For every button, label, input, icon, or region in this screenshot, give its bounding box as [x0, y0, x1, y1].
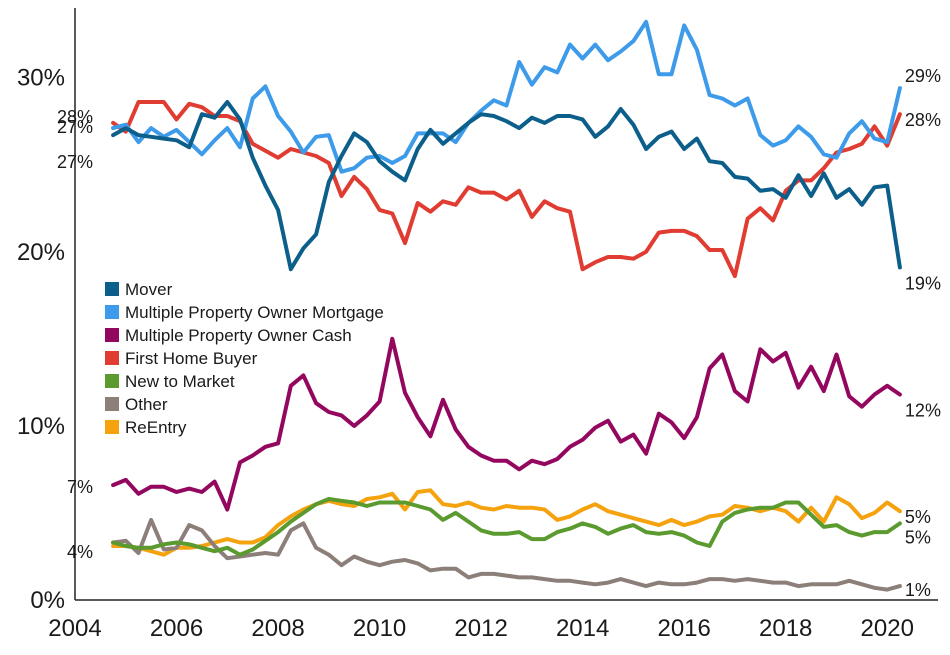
end-label-multiple-property-owner-mortgage: 29%	[905, 66, 941, 86]
legend-swatch-multiple-property-owner-cash	[105, 328, 119, 342]
legend-swatch-reentry	[105, 420, 119, 434]
legend-label-reentry: ReEntry	[125, 418, 187, 437]
x-tick-label: 2010	[353, 615, 406, 642]
legend-label-multiple-property-owner-mortgage: Multiple Property Owner Mortgage	[125, 303, 384, 322]
series-line-new-to-market	[111, 497, 902, 557]
legend-label-other: Other	[125, 395, 168, 414]
start-label-multiple-property-owner-mortgage: 27%	[57, 117, 93, 137]
x-tick-label: 2012	[454, 615, 507, 642]
series-line-multiple-property-owner-cash	[111, 336, 902, 512]
x-tick-label: 2004	[48, 615, 101, 642]
series-line-first-home-buyer	[111, 100, 902, 279]
y-tick-label: 0%	[30, 587, 65, 614]
y-tick-label: 10%	[17, 413, 65, 440]
x-tick-label: 2014	[556, 615, 609, 642]
start-label-mover: 27%	[57, 152, 93, 172]
x-tick-label: 2018	[759, 615, 812, 642]
series-line-other	[111, 517, 902, 592]
x-tick-label: 2008	[251, 615, 304, 642]
value-labels: 27% 19% 27% 29% 7% 12% 28% 28% 5% 1% 4% 5%	[57, 66, 941, 600]
series-line-mover	[111, 100, 902, 272]
legend-label-new-to-market: New to Market	[125, 372, 235, 391]
legend-swatch-first-home-buyer	[105, 351, 119, 365]
end-label-multiple-property-owner-cash: 12%	[905, 401, 941, 421]
end-label-reentry: 5%	[905, 507, 931, 527]
start-label-first-home-buyer: 28%	[57, 107, 93, 127]
end-label-first-home-buyer: 28%	[905, 110, 941, 130]
legend-label-first-home-buyer: First Home Buyer	[125, 349, 258, 368]
y-tick-label: 30%	[17, 65, 65, 92]
axes: 0% 10% 20% 30% 2004 2006 2008 2010 2012 2014 2016 2…	[17, 8, 938, 642]
start-label-reentry: 4%	[67, 542, 93, 562]
x-tick-label: 2006	[150, 615, 203, 642]
series-group	[111, 19, 902, 592]
legend-label-mover: Mover	[125, 280, 173, 299]
end-label-mover: 19%	[905, 273, 941, 293]
legend-swatch-mover	[105, 282, 119, 296]
x-tick-label: 2020	[861, 615, 914, 642]
legend-swatch-multiple-property-owner-mortgage	[105, 305, 119, 319]
end-label-new-to-market: 5%	[905, 527, 931, 547]
start-label-multiple-property-owner-cash: 7%	[67, 477, 93, 497]
legend: Mover Multiple Property Owner Mortgage Mul…	[105, 280, 384, 437]
x-tick-label: 2016	[657, 615, 710, 642]
legend-swatch-new-to-market	[105, 374, 119, 388]
legend-label-multiple-property-owner-cash: Multiple Property Owner Cash	[125, 326, 352, 345]
end-label-other: 1%	[905, 580, 931, 600]
y-tick-label: 20%	[17, 239, 65, 266]
legend-swatch-other	[105, 397, 119, 411]
series-line-multiple-property-owner-mortgage	[111, 19, 902, 174]
